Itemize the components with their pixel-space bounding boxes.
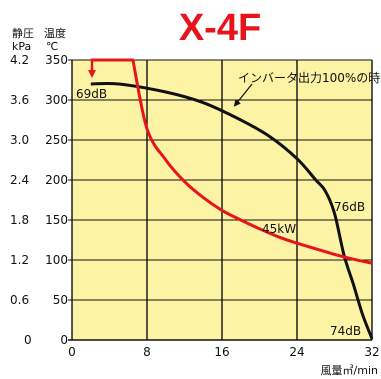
pressure-unit-label: kPa xyxy=(12,40,31,53)
pressure-tick: 3.0 xyxy=(10,133,29,147)
airflow-tick-labels: 0 8 16 24 32 xyxy=(68,345,379,359)
airflow-tick: 0 xyxy=(68,345,76,359)
series-layer xyxy=(90,58,374,340)
temperature-tick: 150 xyxy=(45,213,68,227)
pressure-tick: 0.6 xyxy=(10,293,29,307)
temperature-tick: 200 xyxy=(45,173,68,187)
temperature-tick: 50 xyxy=(53,293,68,307)
airflow-tick: 24 xyxy=(289,345,304,359)
temperature-tick: 100 xyxy=(45,253,68,267)
airflow-tick: 8 xyxy=(143,345,151,359)
pressure-curve xyxy=(90,81,374,340)
temperature-curve xyxy=(90,58,373,265)
temperature-tick: 0 xyxy=(60,333,68,347)
temperature-tick: 250 xyxy=(45,133,68,147)
inverter-note: インバータ出力100%の時 xyxy=(238,71,380,85)
chart-title: X-4F xyxy=(179,7,261,49)
pressure-tick: 4.2 xyxy=(10,53,29,67)
temperature-tick: 350 xyxy=(45,53,68,67)
noise-76db-label: 76dB xyxy=(334,200,365,214)
noise-69db-label: 69dB xyxy=(76,87,107,101)
pressure-tick: 3.6 xyxy=(10,93,29,107)
temperature-tick: 300 xyxy=(45,93,68,107)
power-45kw-label: 45kW xyxy=(262,222,296,236)
airflow-axis-label: 風量㎥/min xyxy=(321,364,378,377)
pressure-tick: 1.2 xyxy=(10,253,29,267)
pressure-tick: 2.4 xyxy=(10,173,29,187)
grid-lines xyxy=(68,59,373,341)
pressure-tick-labels: 4.2 3.6 3.0 2.4 1.8 1.2 0.6 0 xyxy=(10,53,32,347)
temperature-tick-labels: 350 300 250 200 150 100 50 0 xyxy=(45,53,68,347)
pressure-tick: 0 xyxy=(24,333,32,347)
noise-74db-label: 74dB xyxy=(330,324,361,338)
inverter-leader-line xyxy=(233,83,253,107)
pressure-axis-label: 静圧 xyxy=(12,26,34,40)
temperature-axis-label: 温度 xyxy=(44,26,66,40)
pressure-tick: 1.8 xyxy=(10,213,29,227)
airflow-tick: 32 xyxy=(364,345,379,359)
temperature-unit-label: ℃ xyxy=(46,40,58,53)
airflow-tick: 16 xyxy=(214,345,229,359)
